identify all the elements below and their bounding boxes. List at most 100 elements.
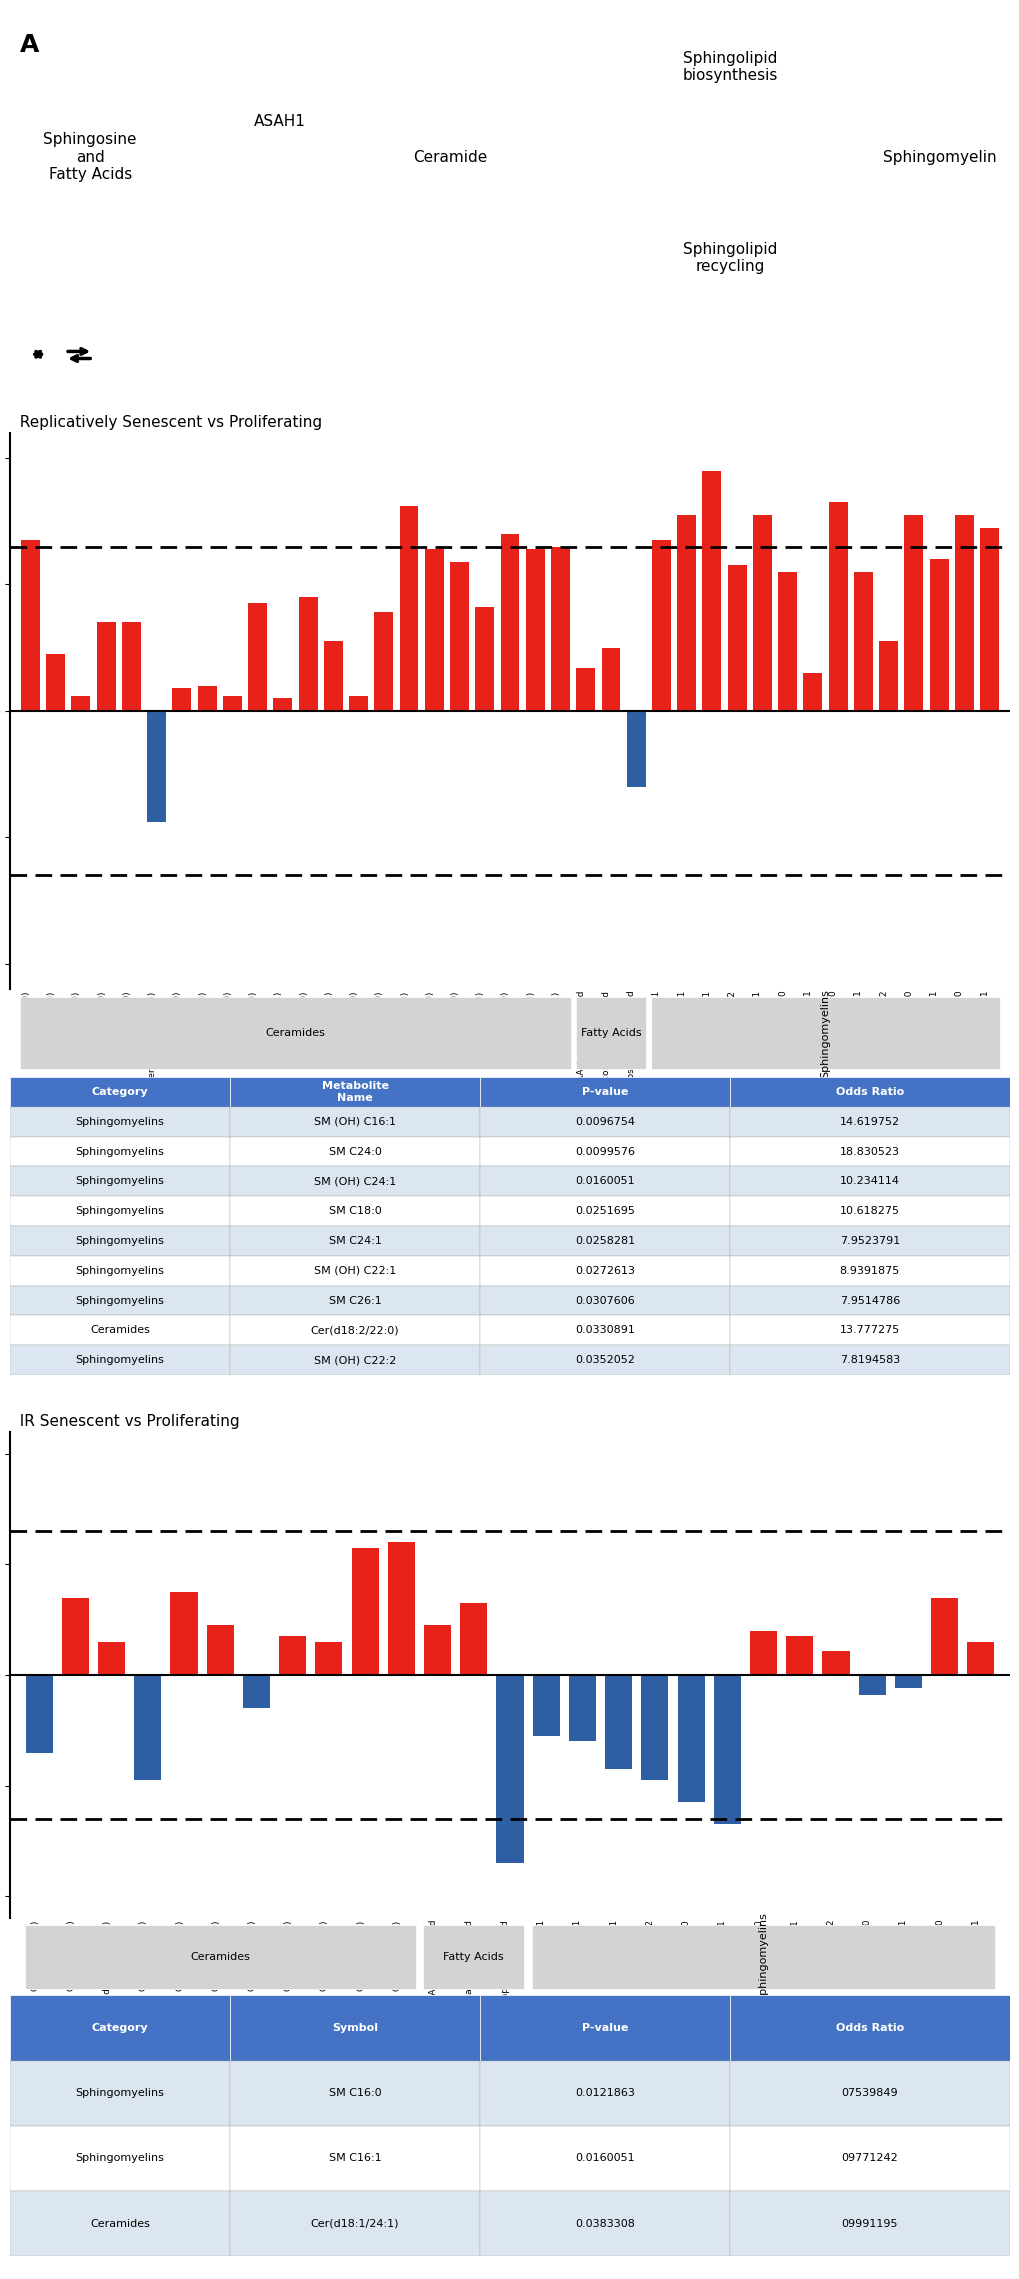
FancyBboxPatch shape — [730, 1078, 1009, 1108]
Text: A: A — [20, 34, 40, 57]
Bar — [550, 547, 570, 711]
Text: 0.0096754: 0.0096754 — [575, 1117, 635, 1126]
Text: SM C16:1: SM C16:1 — [328, 2154, 381, 2163]
FancyBboxPatch shape — [575, 996, 646, 1069]
Text: 0.0352052: 0.0352052 — [575, 1356, 634, 1365]
FancyBboxPatch shape — [730, 2126, 1009, 2190]
Text: 0.0258281: 0.0258281 — [575, 1235, 635, 1247]
Text: 7.9523791: 7.9523791 — [839, 1235, 899, 1247]
FancyBboxPatch shape — [230, 1226, 480, 1256]
Bar — [449, 561, 469, 711]
FancyBboxPatch shape — [230, 1167, 480, 1196]
Bar — [930, 1598, 957, 1675]
Text: 0.0160051: 0.0160051 — [575, 2154, 634, 2163]
Bar — [821, 1650, 849, 1675]
Text: Ceramides: Ceramides — [90, 2220, 150, 2229]
FancyBboxPatch shape — [730, 1285, 1009, 1315]
FancyBboxPatch shape — [230, 1285, 480, 1315]
Text: Sphingomyelins: Sphingomyelins — [75, 2088, 164, 2099]
Text: SM (OH) C22:2: SM (OH) C22:2 — [314, 1356, 395, 1365]
Bar — [966, 1641, 994, 1675]
Text: Ceramides: Ceramides — [191, 1951, 250, 1962]
Text: Sphingomyelins: Sphingomyelins — [75, 1356, 164, 1365]
Text: Fatty Acids: Fatty Acids — [443, 1951, 503, 1962]
FancyBboxPatch shape — [10, 1285, 230, 1315]
Bar — [749, 1632, 776, 1675]
Text: 0.0307606: 0.0307606 — [575, 1294, 634, 1306]
FancyBboxPatch shape — [480, 1996, 730, 2060]
FancyBboxPatch shape — [730, 2060, 1009, 2126]
Bar — [894, 1675, 921, 1689]
Bar — [98, 1641, 125, 1675]
Text: 18.830523: 18.830523 — [839, 1146, 899, 1155]
FancyBboxPatch shape — [230, 1108, 480, 1137]
FancyBboxPatch shape — [480, 2126, 730, 2190]
Text: SM C24:0: SM C24:0 — [328, 1146, 381, 1155]
Bar — [279, 1636, 306, 1675]
Text: 0.0251695: 0.0251695 — [575, 1206, 634, 1217]
FancyBboxPatch shape — [230, 1315, 480, 1345]
Text: 13.777275: 13.777275 — [839, 1326, 899, 1335]
Bar — [387, 1543, 415, 1675]
FancyBboxPatch shape — [480, 1078, 730, 1108]
Bar — [853, 572, 872, 711]
Bar — [348, 695, 368, 711]
FancyBboxPatch shape — [531, 1926, 995, 1990]
FancyBboxPatch shape — [230, 1345, 480, 1374]
Bar — [496, 1675, 523, 1864]
FancyBboxPatch shape — [10, 1345, 230, 1374]
FancyBboxPatch shape — [24, 1926, 416, 1990]
FancyBboxPatch shape — [10, 1167, 230, 1196]
FancyBboxPatch shape — [730, 1108, 1009, 1137]
Text: SM (OH) C24:1: SM (OH) C24:1 — [314, 1176, 395, 1187]
Text: Ceramides: Ceramides — [90, 1326, 150, 1335]
FancyBboxPatch shape — [730, 2190, 1009, 2256]
Bar — [172, 688, 192, 711]
Bar — [243, 1675, 270, 1709]
FancyBboxPatch shape — [480, 1108, 730, 1137]
FancyBboxPatch shape — [230, 1137, 480, 1167]
FancyBboxPatch shape — [230, 1256, 480, 1285]
Text: SM C16:0: SM C16:0 — [328, 2088, 381, 2099]
FancyBboxPatch shape — [730, 1345, 1009, 1374]
Text: 0.0330891: 0.0330891 — [575, 1326, 634, 1335]
Text: Sphingomyelins: Sphingomyelins — [75, 1235, 164, 1247]
Text: 10.234114: 10.234114 — [839, 1176, 899, 1187]
Bar — [803, 672, 821, 711]
Bar — [777, 572, 797, 711]
Text: 7.9514786: 7.9514786 — [839, 1294, 899, 1306]
Bar — [25, 1675, 53, 1753]
FancyBboxPatch shape — [480, 1167, 730, 1196]
Bar — [677, 1675, 704, 1803]
Bar — [500, 533, 519, 711]
Text: SM (OH) C16:1: SM (OH) C16:1 — [314, 1117, 395, 1126]
Text: Category: Category — [92, 1087, 149, 1096]
FancyBboxPatch shape — [10, 1137, 230, 1167]
FancyBboxPatch shape — [730, 1167, 1009, 1196]
Bar — [374, 613, 393, 711]
Bar — [323, 640, 342, 711]
Bar — [207, 1625, 233, 1675]
FancyBboxPatch shape — [230, 2060, 480, 2126]
Text: SM C26:1: SM C26:1 — [328, 1294, 381, 1306]
Bar — [651, 540, 671, 711]
FancyBboxPatch shape — [651, 996, 999, 1069]
Text: Cer(d18:1/24:1): Cer(d18:1/24:1) — [311, 2220, 398, 2229]
Bar — [954, 515, 973, 711]
Bar — [71, 695, 91, 711]
Bar — [576, 668, 595, 711]
Text: Sphingomyelins: Sphingomyelins — [75, 2154, 164, 2163]
Bar — [352, 1547, 378, 1675]
FancyBboxPatch shape — [10, 1226, 230, 1256]
FancyBboxPatch shape — [10, 1078, 230, 1108]
FancyBboxPatch shape — [423, 1926, 524, 1990]
Bar — [62, 1598, 89, 1675]
Text: Odds Ratio: Odds Ratio — [835, 1087, 903, 1096]
Text: Ceramides: Ceramides — [265, 1028, 325, 1037]
Bar — [858, 1675, 884, 1696]
Text: P-value: P-value — [581, 2024, 628, 2033]
Text: Sphingomyelin: Sphingomyelin — [882, 150, 996, 164]
FancyBboxPatch shape — [730, 1256, 1009, 1285]
Bar — [727, 565, 746, 711]
Bar — [198, 686, 216, 711]
